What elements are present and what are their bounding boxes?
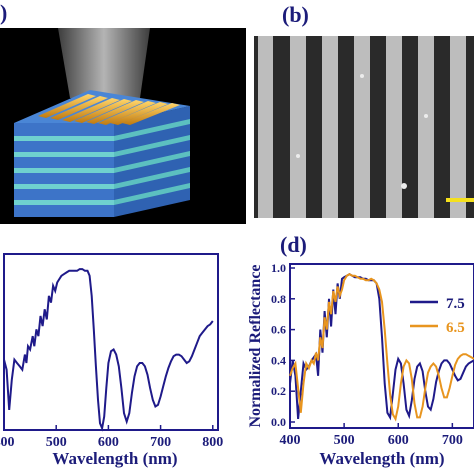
scale-bar — [446, 198, 474, 202]
multilayer-stack-illustration — [0, 28, 246, 224]
chart-c-x-ticks: 400 500 600 700 800 — [0, 425, 223, 450]
chart-c-frame — [3, 253, 219, 431]
sem-bright-stripes — [258, 36, 466, 218]
sem-micrograph — [254, 36, 474, 218]
chart-c-x-tick-label: 700 — [150, 435, 171, 450]
chart-d-series-6-5 — [289, 273, 474, 422]
front-face-layers — [14, 123, 114, 217]
sem-grating-image — [254, 36, 474, 218]
chart-d-normalized-spectra: 400 500 600 700 0.0 0.2 0.4 0.6 0.8 1.0 7.5 6.5 N… — [247, 261, 474, 468]
legend-label-7-5: 7.5 — [446, 296, 465, 312]
chart-d-y-tick-label: 0.6 — [271, 323, 286, 337]
panel-d-letter: (d) — [280, 232, 307, 257]
chart-d-ticks: 400 500 600 700 0.0 0.2 0.4 0.6 0.8 1.0 — [271, 261, 463, 448]
chart-c-series-line — [3, 268, 214, 432]
chart-c-x-tick-label: 500 — [46, 435, 67, 450]
chart-c-x-tick-label: 600 — [98, 435, 119, 450]
chart-d-y-tick-label: 0.2 — [271, 384, 286, 398]
chart-d-x-tick-label: 400 — [280, 433, 301, 448]
chart-c-x-tick-label: 400 — [0, 435, 15, 450]
panel-a-letter: ) — [0, 0, 8, 25]
chart-c-xlabel: Wavelength (nm) — [52, 449, 177, 468]
chart-d-x-tick-label: 700 — [442, 433, 463, 448]
gold-grating-bars — [38, 94, 180, 125]
legend-label-6-5: 6.5 — [446, 320, 465, 336]
chart-d-legend: 7.5 6.5 — [410, 296, 465, 336]
chart-c-spectrum: 400 500 600 700 800 Wavelength (nm) — [0, 253, 223, 468]
chart-d-ylabel: Normalized Reflectance — [247, 264, 264, 427]
sem-specks — [296, 74, 428, 189]
chart-d-y-tick-label: 1.0 — [271, 261, 286, 275]
metasurface-3d-render — [0, 28, 246, 224]
chart-d-xlabel: Wavelength (nm) — [319, 449, 444, 468]
chart-c-x-tick-label: 800 — [202, 435, 223, 450]
panel-b-letter: (b) — [282, 2, 309, 27]
chart-d-x-tick-label: 600 — [388, 433, 409, 448]
chart-d-frame — [289, 263, 474, 429]
light-beam — [58, 28, 150, 98]
chart-d-y-tick-label: 0.8 — [271, 292, 286, 306]
chart-d-y-tick-label: 0.0 — [271, 415, 286, 429]
chart-d-x-tick-label: 500 — [334, 433, 355, 448]
chart-d-y-tick-label: 0.4 — [271, 353, 286, 367]
right-face-layers — [114, 106, 190, 217]
